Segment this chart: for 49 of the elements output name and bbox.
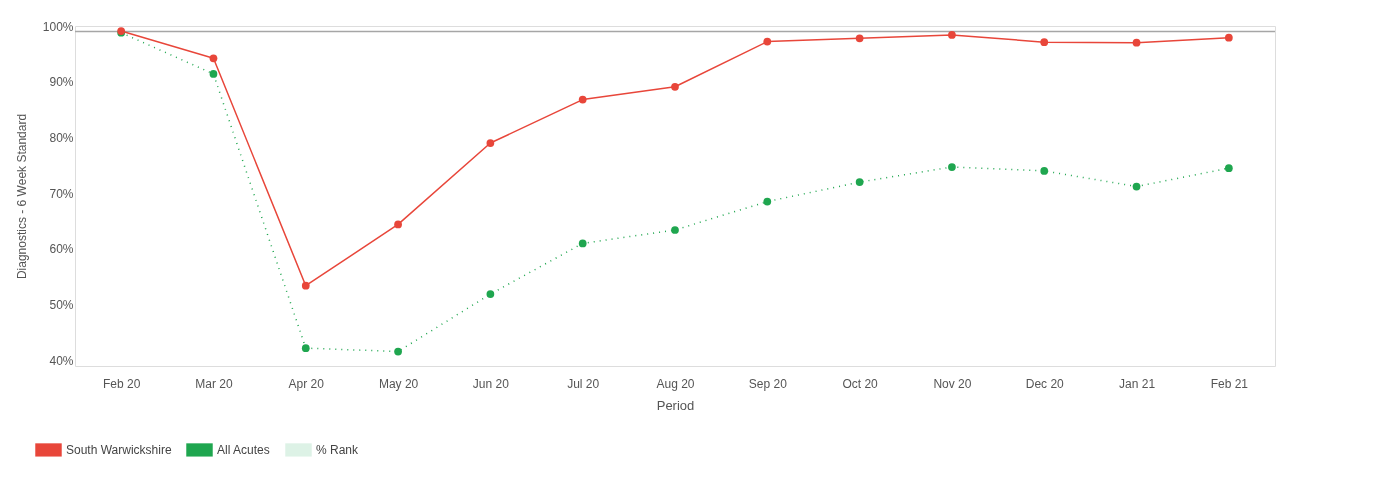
point (763, 37, 772, 46)
point (1224, 164, 1233, 172)
x-tick-label: Jul 20 (567, 376, 600, 391)
x-axis-title: Period (656, 397, 695, 413)
point (855, 34, 864, 43)
point (578, 95, 587, 104)
point (1040, 38, 1049, 47)
point (394, 220, 402, 229)
y-tick-label: 70% (49, 186, 74, 201)
x-tick-label: Jan 21 (1119, 376, 1156, 391)
x-tick-label: Apr 20 (288, 376, 325, 391)
x-tick-label: Aug 20 (656, 376, 695, 391)
point (301, 281, 310, 290)
y-tick-label: 50% (49, 298, 74, 313)
x-tick-label: Sep 20 (748, 376, 788, 391)
legend-label: South Warwickshire (66, 442, 172, 457)
point (486, 139, 495, 147)
point (855, 178, 864, 186)
point (1040, 167, 1049, 175)
point (394, 347, 402, 356)
point (948, 163, 956, 171)
y-tick-label: 90% (49, 75, 74, 90)
y-tick-label: 80% (49, 130, 74, 145)
y-tick-label: 60% (49, 242, 74, 257)
legend-label: % Rank (316, 442, 360, 457)
point (1132, 38, 1141, 47)
point (301, 344, 310, 353)
x-tick-label: Mar 20 (195, 376, 233, 391)
x-tick-label: Feb 21 (1210, 376, 1249, 391)
x-tick-label: Dec 20 (1025, 376, 1065, 391)
legend-label: All Acutes (217, 442, 270, 457)
point (578, 239, 587, 248)
point (671, 226, 679, 234)
x-tick-label: Oct 20 (842, 376, 879, 391)
x-tick-label: Jun 20 (472, 376, 510, 391)
y-tick-label: 100% (42, 19, 74, 34)
x-tick-label: Nov 20 (933, 376, 972, 391)
y-axis-title: Diagnostics - 6 Week Standard (14, 113, 29, 280)
point (209, 70, 218, 78)
point (1224, 33, 1233, 42)
x-tick-label: Feb 20 (102, 376, 141, 391)
point (948, 31, 956, 39)
point (671, 82, 679, 91)
point (209, 54, 218, 63)
y-tick-label: 40% (49, 353, 74, 368)
point (1132, 182, 1141, 191)
point (486, 290, 495, 298)
point (763, 197, 772, 206)
x-tick-label: May 20 (378, 376, 419, 391)
